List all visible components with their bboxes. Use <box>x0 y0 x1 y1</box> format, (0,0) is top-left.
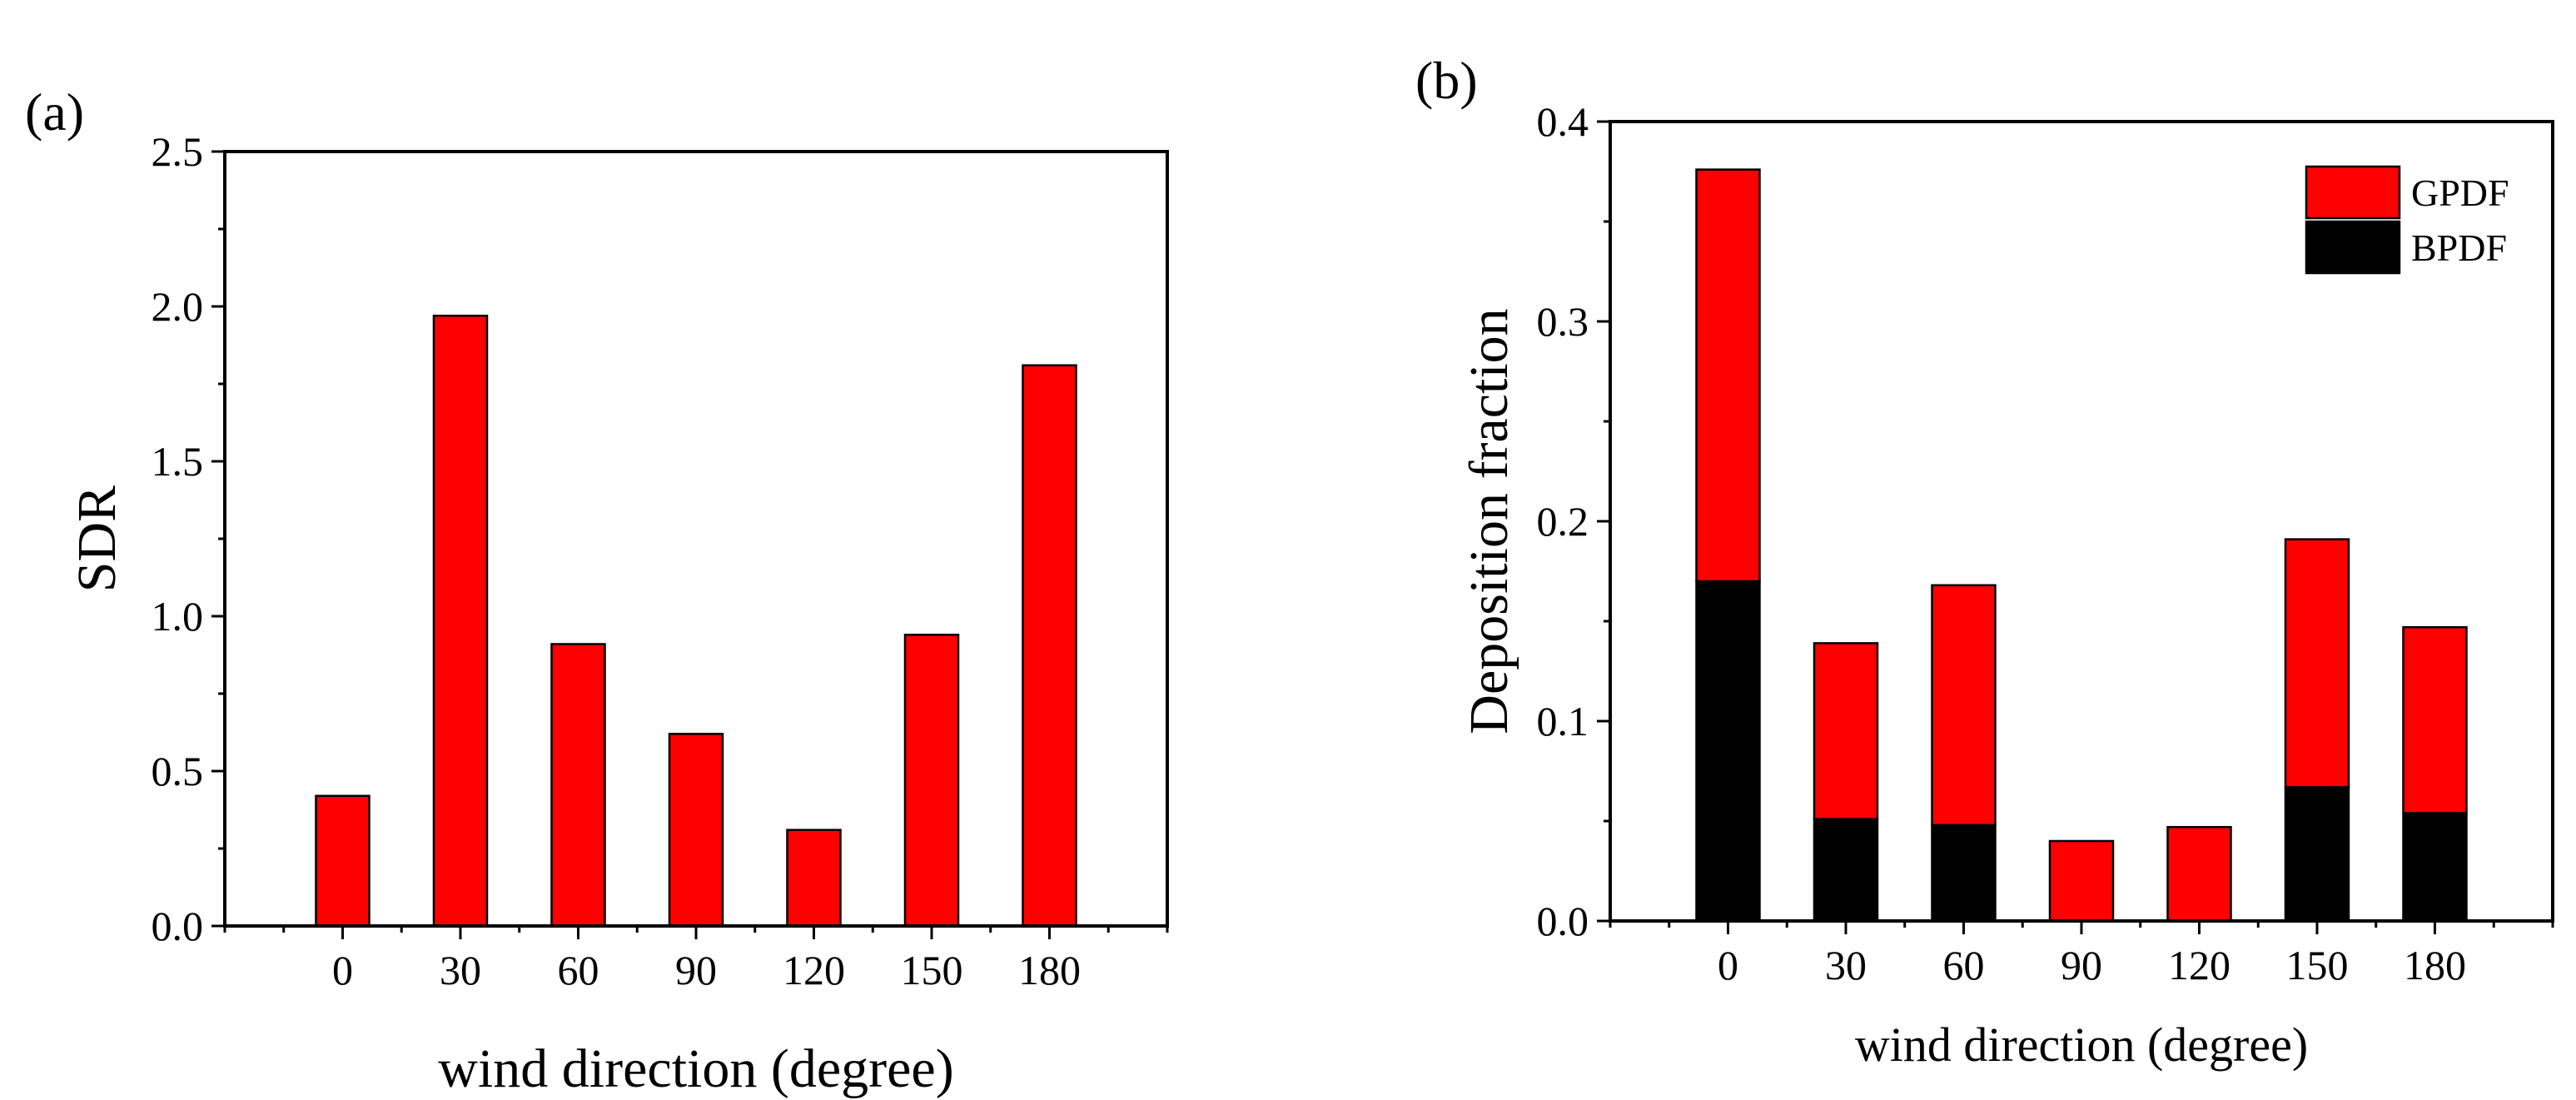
panel-a-bar-150 <box>903 634 960 928</box>
panel-a-x-tick-label: 90 <box>675 947 717 993</box>
panel-b-bar-bpdf-0 <box>1695 580 1761 923</box>
panel-b-y-tick-label: 0.4 <box>1537 98 1589 145</box>
panel-b-bar-gpdf-90 <box>2048 839 2115 923</box>
panel-b-y-axis-label: Deposition fraction <box>1459 308 1519 734</box>
legend-swatch-bpdf <box>2305 220 2401 275</box>
panel-a-y-tick-label: 2.0 <box>152 283 204 330</box>
panel-b-label: (b) <box>1415 51 1478 110</box>
panel-a-x-tick-label: 150 <box>901 947 963 993</box>
panel-a-x-axis-label: wind direction (degree) <box>438 1038 953 1099</box>
panel-b-x-tick-label: 120 <box>2168 942 2230 988</box>
panel-b-x-tick-label: 180 <box>2404 942 2466 988</box>
panel-b-bar-gpdf-150 <box>2284 538 2350 789</box>
panel-b-bar-gpdf-180 <box>2402 625 2468 814</box>
panel-b-y-tick-label: 0.1 <box>1537 698 1589 744</box>
panel-a-ticks: 0.0 0.5 1.0 1.5 2.0 2.5 0 30 60 90 120 150 180 <box>152 128 1169 993</box>
panel-a-y-tick-label: 0.5 <box>152 748 204 794</box>
panel-b-y-tick-label: 0.0 <box>1537 898 1589 944</box>
panel-a-bar-60 <box>550 643 606 928</box>
panel-b: (b) 0.0 0.1 0.2 0.3 0.4 0 30 60 90 120 150 180 Depo… <box>1415 51 2554 1072</box>
panel-b-bars <box>1695 168 2468 923</box>
panel-b-bar-bpdf-60 <box>1931 824 1997 923</box>
panel-a: (a) 0.0 0.5 1.0 1.5 2.0 2.5 0 30 60 90 120 150 180 S… <box>25 82 1169 1099</box>
panel-a-bar-90 <box>668 733 724 928</box>
panel-a-x-tick-label: 180 <box>1018 947 1081 993</box>
panel-a-x-tick-label: 30 <box>440 947 481 993</box>
panel-b-bar-bpdf-30 <box>1813 818 1879 923</box>
panel-a-y-tick-label: 2.5 <box>152 128 204 175</box>
panel-b-x-tick-label: 150 <box>2286 942 2349 988</box>
legend-label-bpdf: BPDF <box>2411 226 2507 269</box>
panel-b-legend: GPDF BPDF <box>2305 165 2509 275</box>
panel-b-y-tick-label: 0.2 <box>1537 498 1589 545</box>
panel-b-bar-gpdf-30 <box>1813 642 1879 820</box>
panel-b-bar-gpdf-120 <box>2166 825 2232 923</box>
panel-b-bar-bpdf-150 <box>2284 785 2350 923</box>
panel-b-y-tick-label: 0.3 <box>1537 298 1589 345</box>
panel-a-y-tick-label: 1.0 <box>152 593 204 640</box>
panel-a-x-tick-label: 0 <box>332 947 353 993</box>
legend-swatch-gpdf <box>2305 165 2401 220</box>
legend-label-gpdf: GPDF <box>2411 172 2509 214</box>
panel-a-y-axis-label: SDR <box>67 485 127 592</box>
panel-b-x-tick-label: 30 <box>1825 942 1867 988</box>
panel-a-bar-180 <box>1022 364 1077 928</box>
panel-b-bar-bpdf-180 <box>2402 812 2468 923</box>
panel-a-bars <box>315 314 1077 928</box>
panel-a-bar-120 <box>786 829 842 928</box>
panel-a-y-tick-label: 0.0 <box>152 903 204 949</box>
panel-b-x-tick-label: 90 <box>2061 942 2102 988</box>
panel-b-x-tick-label: 0 <box>1718 942 1738 988</box>
panel-a-x-tick-label: 60 <box>558 947 599 993</box>
panel-a-x-tick-label: 120 <box>783 947 845 993</box>
panel-b-ticks: 0.0 0.1 0.2 0.3 0.4 0 30 60 90 120 150 180 <box>1537 98 2554 988</box>
panel-a-label: (a) <box>25 82 84 142</box>
panel-b-bar-gpdf-0 <box>1695 168 1761 583</box>
panel-a-bar-0 <box>315 794 370 928</box>
panel-b-x-axis-label: wind direction (degree) <box>1855 1018 2308 1072</box>
panel-b-bar-gpdf-60 <box>1931 584 1997 827</box>
panel-a-y-tick-label: 1.5 <box>152 438 204 485</box>
panel-b-x-tick-label: 60 <box>1943 942 1985 988</box>
panel-a-bar-30 <box>432 314 489 928</box>
